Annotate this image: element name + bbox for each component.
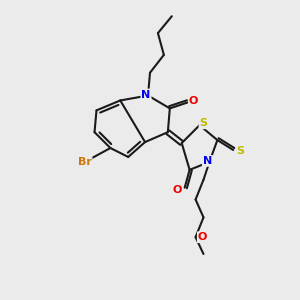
Text: S: S xyxy=(236,146,244,156)
Text: S: S xyxy=(200,118,208,128)
Text: O: O xyxy=(189,97,198,106)
Text: N: N xyxy=(203,156,212,166)
Text: Br: Br xyxy=(78,157,92,167)
Text: O: O xyxy=(198,232,207,242)
Text: O: O xyxy=(172,184,182,195)
Text: N: N xyxy=(141,89,151,100)
